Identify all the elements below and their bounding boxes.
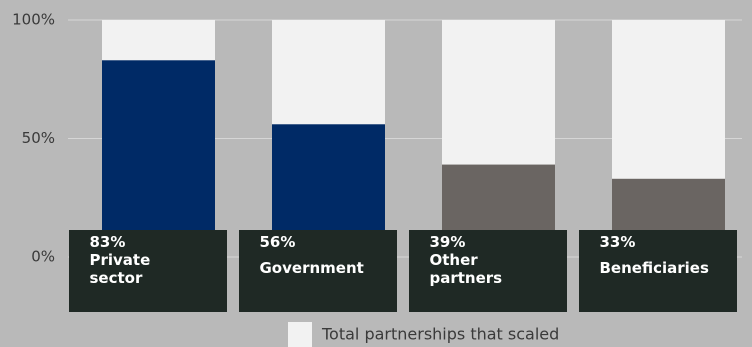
value-label: 83% xyxy=(89,233,126,251)
legend-swatch xyxy=(288,322,312,347)
category-label: Other partners xyxy=(429,251,503,287)
value-label: 33% xyxy=(599,233,636,251)
category-box: 56% Government xyxy=(238,230,397,312)
category-label: Private sector xyxy=(89,251,151,287)
y-tick-label: 50% xyxy=(22,129,55,147)
category-box: 33% Beneficiaries xyxy=(578,230,737,312)
category-label: Beneficiaries xyxy=(599,259,709,277)
category-label: Government xyxy=(259,259,364,277)
category-box: 83% Private sector xyxy=(68,230,227,312)
category-box: 39% Other partners xyxy=(408,230,567,312)
value-label: 39% xyxy=(429,233,466,251)
value-label: 56% xyxy=(259,233,296,251)
bar xyxy=(102,60,215,257)
y-tick-label: 0% xyxy=(31,248,55,266)
y-tick-label: 100% xyxy=(12,11,55,29)
legend-label: Total partnerships that scaled xyxy=(321,325,559,344)
